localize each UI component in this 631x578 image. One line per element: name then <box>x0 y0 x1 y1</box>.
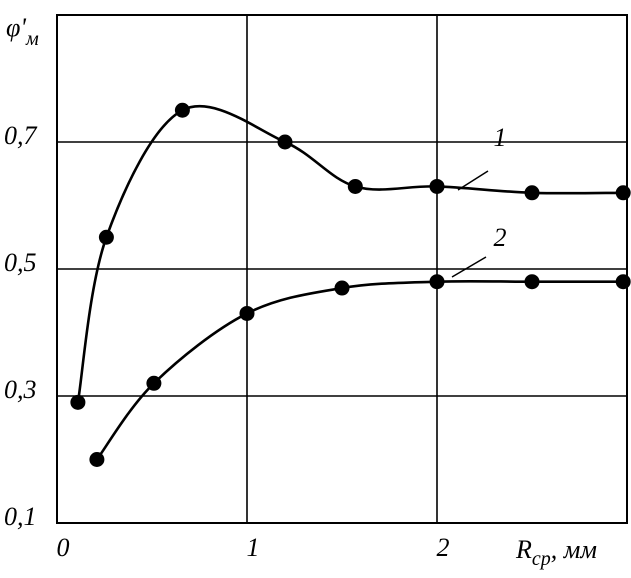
x-tick-label: 2 <box>437 533 450 562</box>
data-point <box>98 229 114 245</box>
y-label-main: φ' <box>6 13 26 42</box>
data-point <box>524 185 540 201</box>
leader-line <box>451 256 487 278</box>
leader-line <box>457 170 489 191</box>
series-line <box>76 104 624 403</box>
x-label-main: R <box>515 535 532 564</box>
y-axis-label: φ'м <box>6 13 39 50</box>
x-label-sub: ср <box>532 548 551 570</box>
data-point <box>174 102 190 118</box>
y-tick-label: 0,1 <box>4 502 37 531</box>
series-label: 2 <box>494 223 507 252</box>
y-tick-label: 0,3 <box>4 375 37 404</box>
data-point <box>347 178 363 194</box>
data-point <box>89 452 105 467</box>
data-point <box>429 274 445 290</box>
x-tick-label: 0 <box>57 533 70 562</box>
data-point <box>70 394 86 410</box>
y-tick-label: 0,5 <box>4 248 37 277</box>
data-point <box>429 178 445 194</box>
data-point <box>524 274 540 290</box>
data-point <box>146 375 162 391</box>
data-point <box>239 305 255 321</box>
data-point <box>615 185 631 201</box>
data-point <box>334 280 350 296</box>
data-point <box>277 134 293 150</box>
data-point <box>615 274 631 290</box>
y-label-sub: м <box>25 28 39 50</box>
x-label-unit: , мм <box>551 535 597 564</box>
series-line <box>95 279 624 461</box>
x-tick-label: 1 <box>247 533 260 562</box>
x-axis-label: Rср, мм <box>515 535 597 570</box>
series-label: 1 <box>494 123 507 152</box>
y-tick-label: 0,7 <box>4 121 38 150</box>
